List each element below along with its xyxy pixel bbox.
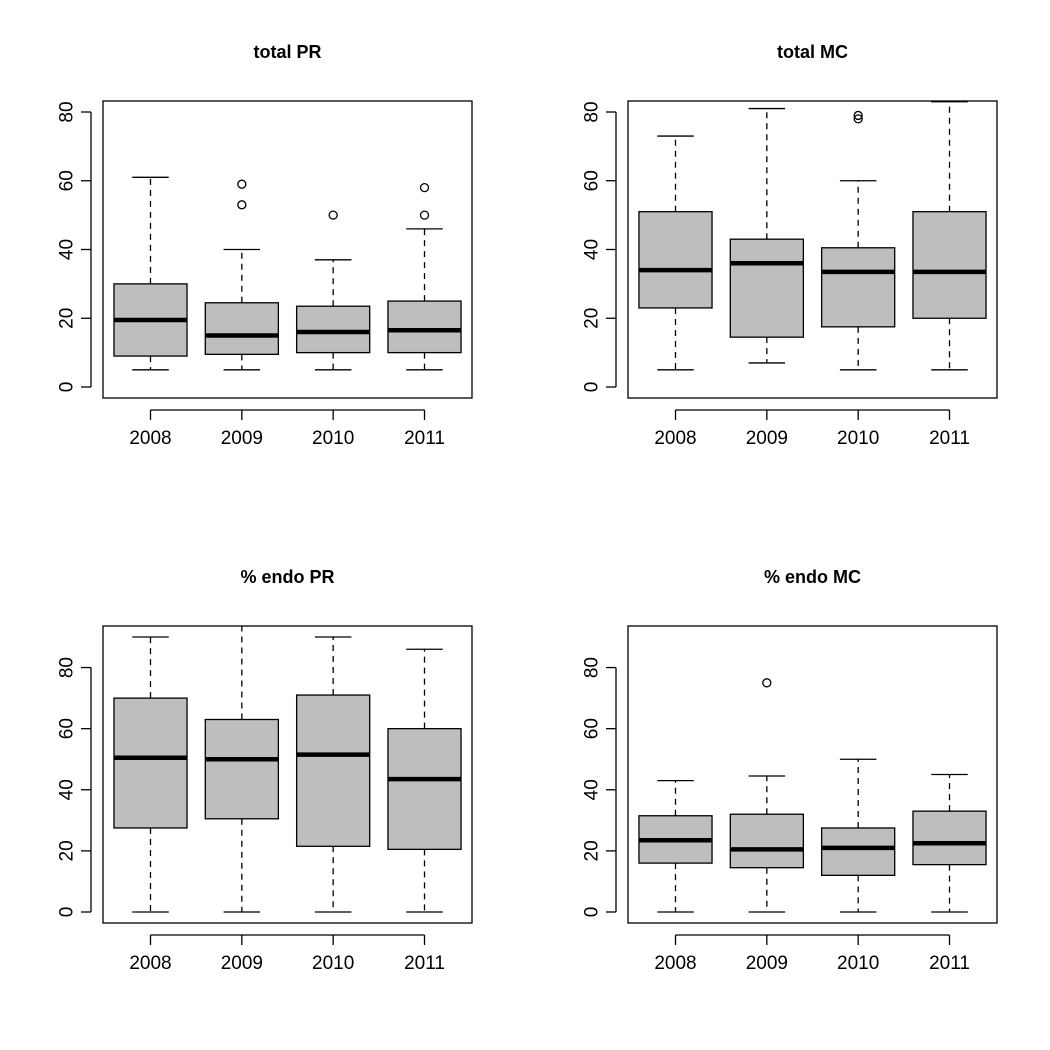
iqr-box: [820, 247, 896, 328]
box-2011: [912, 773, 987, 913]
box-2009: [204, 626, 280, 913]
x-tick-label: 2011: [929, 953, 970, 974]
plot-area: [113, 176, 462, 371]
plot-area: [638, 101, 987, 371]
outlier-point: [853, 110, 863, 121]
box-2010: [295, 210, 371, 371]
box-2011: [387, 182, 462, 371]
y-tick-label: 20: [582, 840, 603, 861]
x-tick-label: 2010: [312, 428, 354, 449]
box-2009: [729, 107, 805, 364]
plot-frame: [102, 100, 473, 399]
y-tick-label: 0: [57, 382, 78, 393]
iqr-box: [912, 810, 987, 866]
y-tick-label: 40: [57, 239, 78, 260]
y-tick-label: 20: [582, 308, 603, 329]
chart-panel: % endo PR 0 20 40 60 80 2008 2009 2010 2011: [57, 567, 473, 974]
outlier-point: [419, 182, 430, 193]
outlier-point: [237, 200, 247, 210]
x-tick-label: 2010: [837, 953, 879, 974]
iqr-box: [820, 827, 896, 876]
plot-area: [638, 678, 987, 913]
y-tick-label: 60: [57, 170, 78, 191]
x-tick-label: 2010: [312, 953, 354, 974]
box-2008: [638, 779, 713, 913]
chart-title: % endo MC: [764, 567, 861, 587]
y-tick-label: 0: [582, 907, 603, 918]
box-2008: [638, 135, 713, 371]
chart-panel: total PR 0 20 40 60 80 2008 2009 2010 2011: [57, 42, 473, 449]
box-2010: [295, 636, 371, 913]
x-tick-label: 2011: [929, 428, 970, 449]
plot-frame: [627, 625, 998, 924]
iqr-box: [387, 728, 462, 851]
outlier-point: [328, 210, 338, 220]
chart-title: total PR: [253, 42, 321, 62]
iqr-box: [729, 813, 805, 869]
y-tick-label: 20: [57, 308, 78, 329]
box-2009: [204, 179, 280, 371]
outlier-point: [853, 114, 863, 124]
iqr-box: [912, 211, 987, 319]
y-tick-label: 80: [57, 101, 78, 122]
x-tick-label: 2011: [404, 953, 445, 974]
iqr-box: [204, 302, 280, 355]
plot-frame: [627, 100, 998, 399]
iqr-box: [295, 694, 371, 847]
x-tick-label: 2008: [129, 428, 171, 449]
x-tick-label: 2009: [221, 953, 263, 974]
box-2010: [820, 110, 896, 371]
x-tick-label: 2008: [129, 953, 171, 974]
x-tick-label: 2009: [746, 428, 788, 449]
x-tick-label: 2010: [837, 428, 879, 449]
iqr-box: [729, 238, 805, 338]
box-2011: [387, 648, 462, 913]
chart-title: % endo PR: [240, 567, 334, 587]
outlier-point: [419, 210, 430, 220]
box-2008: [113, 636, 188, 913]
box-2010: [820, 758, 896, 913]
x-tick-label: 2009: [746, 953, 788, 974]
y-tick-label: 40: [582, 779, 603, 800]
y-tick-label: 80: [57, 657, 78, 678]
iqr-box: [204, 718, 280, 820]
plot-area: [113, 626, 462, 913]
chart-panel: total MC 0 20 40 60 80 2008 2009 2010 2011: [582, 42, 998, 449]
y-tick-label: 20: [57, 840, 78, 861]
y-tick-label: 60: [57, 718, 78, 739]
iqr-box: [113, 697, 188, 829]
y-tick-label: 40: [57, 779, 78, 800]
y-tick-label: 80: [582, 101, 603, 122]
box-2011: [912, 101, 987, 371]
x-tick-label: 2011: [404, 428, 445, 449]
outlier-point: [237, 179, 247, 189]
outlier-point: [762, 678, 772, 688]
iqr-box: [638, 211, 713, 309]
y-tick-label: 0: [582, 382, 603, 393]
box-2009: [729, 678, 805, 913]
plot-frame: [102, 625, 473, 924]
y-tick-label: 60: [582, 170, 603, 191]
box-2008: [113, 176, 188, 371]
x-tick-label: 2008: [654, 428, 696, 449]
chart-panel: % endo MC 0 20 40 60 80 2008 2009 2010 2011: [582, 567, 998, 974]
chart-title: total MC: [777, 42, 848, 62]
y-tick-label: 80: [582, 657, 603, 678]
x-tick-label: 2008: [654, 953, 696, 974]
y-tick-label: 0: [57, 907, 78, 918]
y-tick-label: 40: [582, 239, 603, 260]
y-tick-label: 60: [582, 718, 603, 739]
x-tick-label: 2009: [221, 428, 263, 449]
iqr-box: [295, 305, 371, 354]
iqr-box: [387, 300, 462, 354]
